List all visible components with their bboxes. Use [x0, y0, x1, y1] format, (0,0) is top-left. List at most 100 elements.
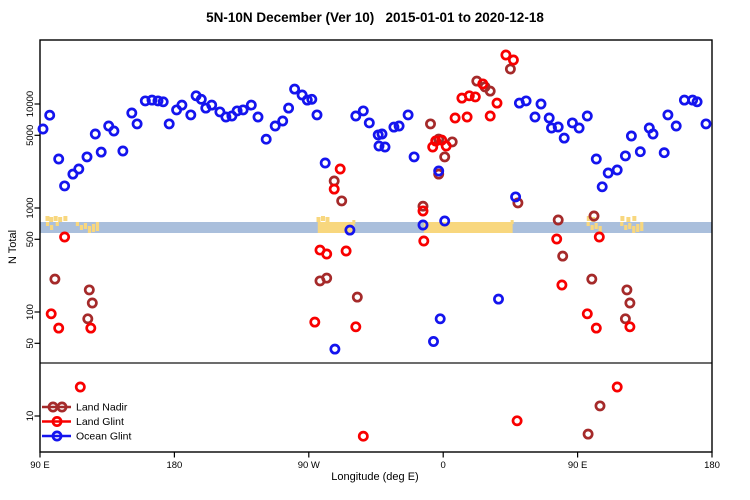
data-point	[89, 128, 101, 140]
data-point	[328, 183, 340, 195]
surface-band-island-speck	[58, 217, 63, 222]
data-point	[357, 430, 369, 442]
data-point	[306, 93, 318, 105]
data-point	[582, 428, 594, 440]
surface-band-land-speck	[636, 224, 640, 232]
data-point	[594, 400, 606, 412]
data-point	[363, 117, 375, 129]
data-point	[311, 109, 323, 121]
data-point	[588, 210, 600, 222]
surface-band-land	[317, 222, 355, 233]
legend-marker	[51, 430, 63, 442]
data-point	[283, 102, 295, 114]
data-point	[511, 415, 523, 427]
data-point	[126, 107, 138, 119]
data-point	[152, 95, 164, 107]
legend-marker	[56, 401, 68, 413]
data-point	[434, 313, 446, 325]
data-point	[73, 163, 85, 175]
data-point	[131, 118, 143, 130]
data-point	[469, 91, 481, 103]
data-point	[624, 297, 636, 309]
data-point	[139, 95, 151, 107]
y-tick-label: 1000	[25, 197, 36, 218]
data-point	[417, 205, 429, 217]
surface-band-land-speck	[620, 222, 624, 226]
data-point	[82, 313, 94, 325]
data-point	[557, 250, 569, 262]
surface-band-island-speck	[316, 217, 321, 222]
surface-band-island-speck	[620, 216, 625, 221]
plot-border	[39, 39, 713, 453]
legend-label: Land Glint	[76, 416, 124, 428]
surface-band-land-speck	[87, 226, 92, 233]
data-point	[440, 140, 452, 152]
data-point	[277, 115, 289, 127]
data-point	[336, 195, 348, 207]
data-point	[428, 336, 439, 347]
data-point	[376, 128, 388, 140]
data-point	[520, 95, 532, 107]
data-point	[37, 123, 49, 135]
data-point	[662, 109, 674, 121]
data-point	[590, 153, 602, 165]
surface-band-land-speck	[83, 223, 88, 229]
data-point	[507, 54, 519, 66]
data-point	[195, 93, 207, 105]
y-tick-label: 50	[25, 338, 36, 349]
data-point	[357, 105, 369, 117]
data-point	[146, 94, 158, 106]
data-point	[379, 141, 391, 153]
data-point	[461, 111, 473, 123]
y-tick-label: 100	[25, 304, 36, 320]
data-point	[670, 120, 682, 132]
chart-title: 5N-10N December (Ver 10) 2015-01-01 to 2…	[206, 10, 544, 25]
data-point	[301, 94, 313, 106]
surface-band-land-speck	[632, 226, 636, 233]
data-point	[245, 99, 257, 111]
surface-band-island-speck	[53, 216, 58, 221]
surface-band-land-speck	[49, 225, 54, 230]
surface-band-land-speck	[628, 223, 632, 229]
data-point	[95, 146, 107, 158]
data-point	[269, 120, 281, 132]
data-point	[53, 153, 65, 165]
data-point	[510, 191, 522, 203]
data-point	[350, 321, 362, 333]
data-point	[596, 181, 608, 193]
data-point	[418, 235, 430, 247]
data-point	[433, 165, 445, 177]
x-tick-label: 180	[166, 460, 182, 471]
y-tick-label: 10000	[25, 91, 36, 117]
data-point	[163, 118, 175, 130]
data-point	[220, 111, 232, 123]
y-tick-label: 10	[25, 411, 36, 422]
legend-marker	[51, 416, 63, 427]
data-point	[402, 109, 414, 121]
x-tick-label: 0	[441, 460, 446, 471]
surface-band-island-speck	[49, 217, 54, 222]
surface-band-island-speck	[626, 217, 631, 222]
data-point	[117, 145, 129, 157]
data-point	[546, 122, 557, 134]
data-point	[252, 111, 264, 123]
data-point	[260, 133, 272, 145]
data-point	[206, 99, 218, 111]
data-point	[388, 121, 400, 133]
x-tick-label: 180	[704, 460, 720, 471]
y-tick-label: 500	[25, 231, 36, 247]
data-point	[408, 151, 420, 163]
data-point	[81, 151, 93, 163]
data-point	[543, 112, 555, 124]
surface-band-land-speck	[79, 225, 84, 230]
legend-label: Land Nadir	[76, 402, 128, 414]
data-point	[504, 63, 516, 75]
data-point	[340, 245, 352, 257]
surface-band-land-speck	[640, 222, 644, 231]
data-point	[493, 293, 504, 305]
x-tick-label: 90 W	[298, 460, 320, 471]
x-tick-label: 90 E	[30, 460, 50, 471]
data-point	[500, 49, 512, 61]
data-point	[581, 308, 593, 320]
